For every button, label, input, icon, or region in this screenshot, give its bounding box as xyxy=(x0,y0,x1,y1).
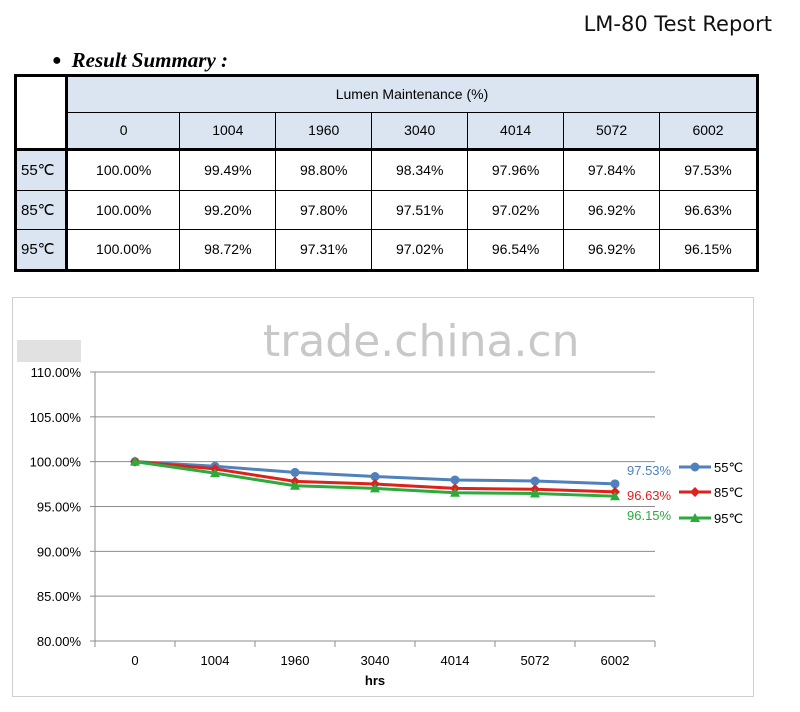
hours-header-cell: 4014 xyxy=(467,111,565,151)
table-cell: 100.00% xyxy=(65,228,181,272)
legend-label: 85℃ xyxy=(714,485,743,500)
table-cell: 96.15% xyxy=(659,228,758,272)
report-title: LM-80 Test Report xyxy=(583,12,772,36)
line-chart: trade.china.cn 80.00% 85.00% 90.00% 95.00% 1… xyxy=(17,316,743,688)
y-tick-label: 85.00% xyxy=(37,589,82,604)
table-cell: 96.92% xyxy=(563,189,661,230)
x-axis-label: hrs xyxy=(365,673,385,688)
x-tick-label: 1960 xyxy=(281,653,310,668)
hours-header-row: 0 1004 1960 3040 4014 5072 6002 xyxy=(16,111,758,151)
table-cell: 98.34% xyxy=(371,148,469,191)
table-row: 85℃ 100.00% 99.20% 97.80% 97.51% 97.02% … xyxy=(15,189,758,230)
watermark: trade.china.cn xyxy=(263,316,580,367)
data-point xyxy=(610,491,620,501)
end-value-label: 96.63% xyxy=(627,488,672,503)
data-point xyxy=(370,472,380,482)
table-cell: 97.80% xyxy=(275,189,373,230)
table-cell: 96.92% xyxy=(563,228,661,272)
table-cell: 99.20% xyxy=(179,189,277,230)
table-cell: 98.80% xyxy=(275,148,373,191)
table-cell: 96.54% xyxy=(467,228,565,272)
y-tick-label: 105.00% xyxy=(30,410,82,425)
x-tick-label: 3040 xyxy=(361,653,390,668)
data-point xyxy=(530,488,540,498)
row-temp-label: 85℃ xyxy=(15,189,68,230)
x-tick-label: 5072 xyxy=(521,653,550,668)
end-value-label: 96.15% xyxy=(627,508,672,523)
x-tick-label: 1004 xyxy=(201,653,230,668)
data-point xyxy=(130,456,140,466)
table-cell: 96.63% xyxy=(659,189,758,230)
hours-header-cell: 1004 xyxy=(179,111,277,151)
legend-marker xyxy=(690,513,700,522)
summary-table: Lumen Maintenance (%) 0 1004 1960 3040 4… xyxy=(14,74,759,272)
legend-marker xyxy=(690,487,700,497)
row-temp-label: 55℃ xyxy=(15,148,68,191)
x-tick-label: 4014 xyxy=(441,653,470,668)
data-point xyxy=(290,480,300,490)
legend-label: 55℃ xyxy=(714,460,743,475)
table-cell: 97.02% xyxy=(467,189,565,230)
data-point xyxy=(450,487,460,497)
table-cell: 100.00% xyxy=(65,189,181,230)
chart-panel: trade.china.cn 80.00% 85.00% 90.00% 95.00% 1… xyxy=(12,297,754,697)
blurred-logo xyxy=(17,340,81,362)
summary-heading-text: Result Summary : xyxy=(71,48,229,72)
table-corner-cell xyxy=(15,75,68,151)
data-point xyxy=(450,475,460,485)
hours-header-cell: 5072 xyxy=(563,111,661,151)
data-point xyxy=(610,479,620,489)
table-cell: 97.96% xyxy=(467,148,565,191)
data-point xyxy=(210,468,220,478)
hours-header-cell: 3040 xyxy=(371,111,469,151)
x-tick-label: 0 xyxy=(131,653,138,668)
table-cell: 100.00% xyxy=(65,148,181,191)
hours-header-cell: 0 xyxy=(65,111,181,151)
table-cell: 97.02% xyxy=(371,228,469,272)
hours-header-cell: 6002 xyxy=(659,111,758,151)
table-cell: 97.53% xyxy=(659,148,758,191)
row-temp-label: 95℃ xyxy=(15,228,68,272)
bullet-icon: ● xyxy=(52,52,62,69)
data-point xyxy=(290,467,300,477)
group-header: Lumen Maintenance (%) xyxy=(66,75,758,113)
y-tick-label: 100.00% xyxy=(30,455,82,470)
table-cell: 97.51% xyxy=(371,189,469,230)
x-tick-label: 6002 xyxy=(601,653,630,668)
table-row: 95℃ 100.00% 98.72% 97.31% 97.02% 96.54% … xyxy=(15,228,758,272)
y-tick-label: 110.00% xyxy=(31,365,82,380)
legend-label: 95℃ xyxy=(714,511,743,526)
data-point xyxy=(530,476,540,486)
end-value-label: 97.53% xyxy=(627,463,672,478)
table-cell: 97.31% xyxy=(275,228,373,272)
table-header-row: Lumen Maintenance (%) xyxy=(15,75,758,151)
hours-header-cell: 1960 xyxy=(275,111,373,151)
table-cell: 97.84% xyxy=(563,148,661,191)
y-tick-label: 95.00% xyxy=(37,500,82,515)
data-point xyxy=(370,483,380,493)
table-cell: 99.49% xyxy=(179,148,277,191)
table-row: 55℃ 100.00% 99.49% 98.80% 98.34% 97.96% … xyxy=(15,148,758,191)
summary-heading: ● Result Summary : xyxy=(52,48,228,73)
y-tick-label: 80.00% xyxy=(37,634,82,649)
y-tick-label: 90.00% xyxy=(37,544,82,559)
legend-marker xyxy=(690,462,700,472)
table-cell: 98.72% xyxy=(179,228,277,272)
